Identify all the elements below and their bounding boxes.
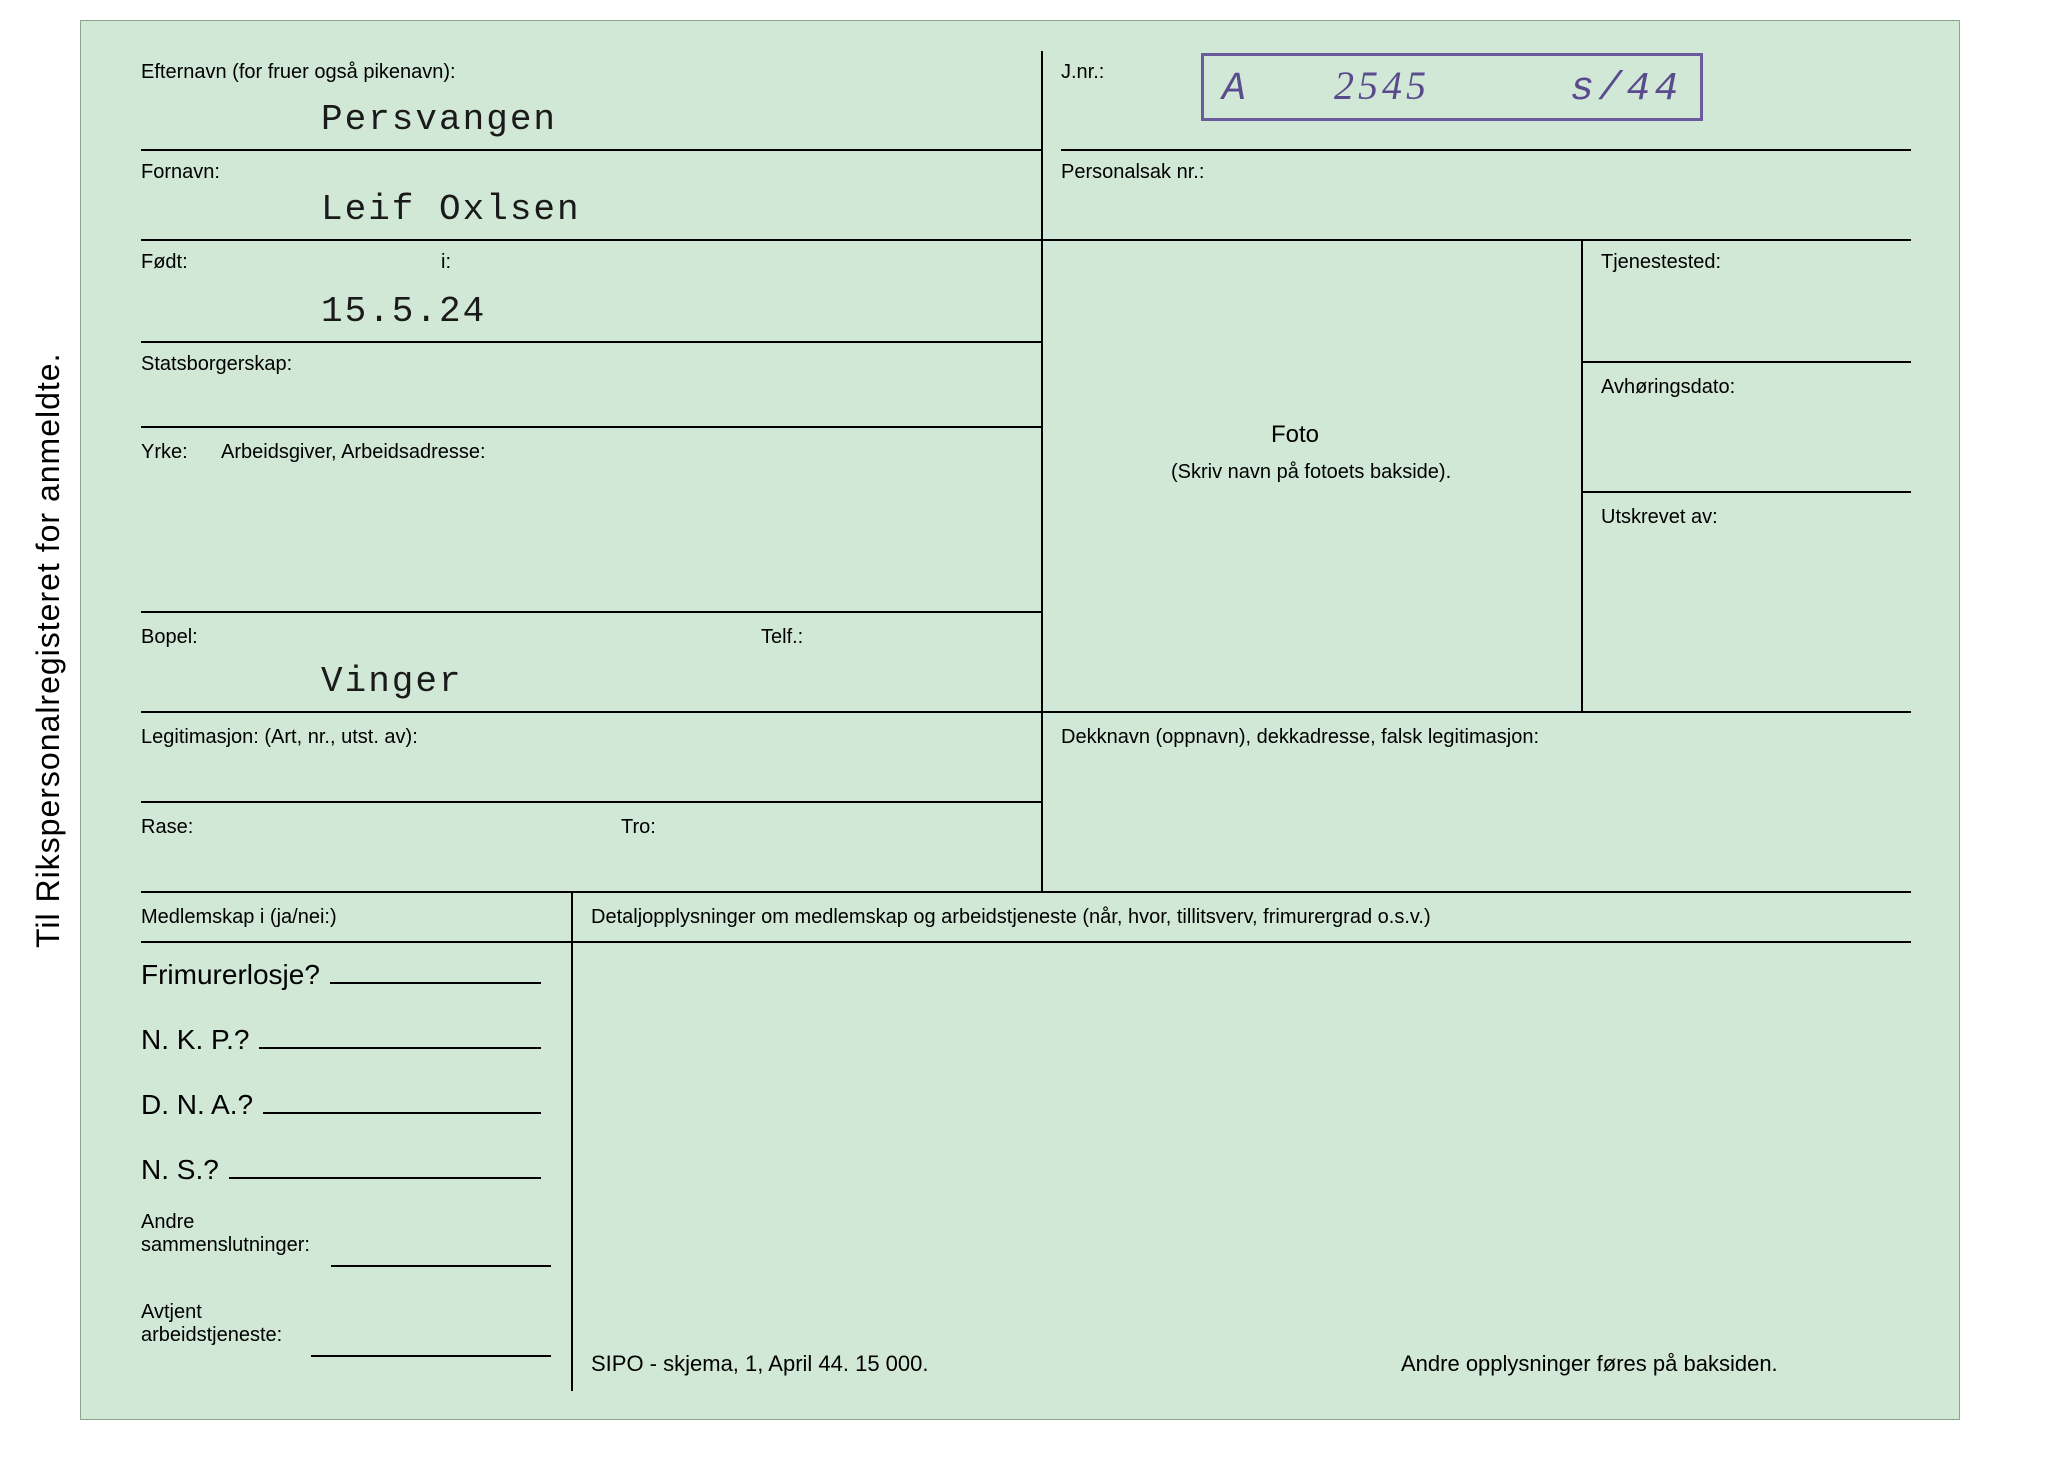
born-in-label: i:: [441, 251, 451, 274]
personalsak-underline: [1041, 239, 1911, 241]
surname-label: Efternavn (for fruer også pikenavn):: [141, 61, 456, 84]
vertical-sidebar-label: Til Rikspersonalregisteret for anmeldte.: [30, 200, 70, 1100]
employer-label: Arbeidsgiver, Arbeidsadresse:: [221, 441, 486, 464]
born-underline: [141, 341, 1041, 343]
footer-left: SIPO - skjema, 1, April 44. 15 000.: [591, 1351, 929, 1377]
stamp-left: A: [1222, 67, 1250, 112]
faith-label: Tro:: [621, 816, 656, 839]
membership-item-row: N. S.?: [141, 1151, 541, 1190]
citizenship-underline: [141, 426, 1041, 428]
membership-item-line: [259, 1021, 541, 1049]
membership-item-row: Frimurerlosje?: [141, 956, 541, 995]
membership-item-label: N. S.?: [141, 1154, 219, 1186]
membership-top-line: [141, 891, 1911, 893]
race-label: Rase:: [141, 816, 193, 839]
jnr-label: J.nr.:: [1061, 61, 1104, 84]
stamp-right: s/44: [1570, 67, 1682, 112]
born-label: Født:: [141, 251, 188, 274]
residence-underline: [141, 711, 1041, 713]
service-line: [311, 1329, 551, 1357]
residence-label: Bopel:: [141, 626, 198, 649]
id-label: Legitimasjon: (Art, nr., utst. av):: [141, 726, 418, 749]
membership-item-row: D. N. A.?: [141, 1086, 541, 1125]
avhoringsdato-underline: [1581, 491, 1911, 493]
occupation-label: Yrke:: [141, 441, 188, 464]
surname-value: Persvangen: [321, 99, 557, 140]
stamp-box: A 2545 s/44: [1201, 53, 1703, 121]
firstname-value: Leif Oxlsen: [321, 189, 581, 230]
tel-label: Telf.:: [761, 626, 803, 649]
citizenship-label: Statsborgerskap:: [141, 353, 292, 376]
surname-underline: [141, 149, 1041, 151]
personalsak-label: Personalsak nr.:: [1061, 161, 1204, 184]
membership-header: Medlemskap i (ja/nei:): [141, 906, 337, 929]
residence-value: Vinger: [321, 661, 463, 702]
membership-details-header: Detaljopplysninger om medlemskap og arbe…: [591, 906, 1431, 929]
other-assoc-line: [331, 1239, 551, 1267]
occupation-underline: [141, 611, 1041, 613]
foto-right-vdivider: [1581, 239, 1583, 711]
footer-right: Andre opplysninger føres på baksiden.: [1401, 1351, 1778, 1377]
membership-header-line: [141, 941, 571, 943]
dekknavn-label: Dekknavn (oppnavn), dekkadresse, falsk l…: [1061, 726, 1539, 749]
born-value: 15.5.24: [321, 291, 486, 332]
card-content: Efternavn (for fruer også pikenavn): Per…: [141, 51, 1919, 1389]
utskrevet-label: Utskrevet av:: [1601, 506, 1718, 529]
firstname-underline: [141, 239, 1041, 241]
stamp-mid: 2545: [1334, 63, 1430, 108]
membership-item-label: N. K. P.?: [141, 1024, 249, 1056]
registration-card: Efternavn (for fruer også pikenavn): Per…: [80, 20, 1960, 1420]
id-underline: [141, 801, 1041, 803]
membership-vdivider: [571, 891, 573, 1391]
tjenestested-underline: [1581, 361, 1911, 363]
foto-title: Foto: [1271, 421, 1319, 449]
main-vdivider: [1041, 51, 1043, 891]
avhoringsdato-label: Avhøringsdato:: [1601, 376, 1735, 399]
firstname-label: Fornavn:: [141, 161, 220, 184]
foto-subtitle: (Skriv navn på fotoets bakside).: [1171, 461, 1451, 484]
membership-item-line: [330, 956, 541, 984]
tjenestested-label: Tjenestested:: [1601, 251, 1721, 274]
foto-bottom-line: [1041, 711, 1911, 713]
membership-item-line: [229, 1151, 541, 1179]
membership-item-line: [263, 1086, 541, 1114]
membership-item-label: Frimurerlosje?: [141, 959, 320, 991]
membership-item-row: N. K. P.?: [141, 1021, 541, 1060]
membership-details-line: [571, 941, 1911, 943]
membership-item-label: D. N. A.?: [141, 1089, 253, 1121]
service-row: Avtjent arbeidstjeneste:: [141, 1301, 541, 1347]
jnr-underline: [1061, 149, 1911, 151]
other-assoc-row: Andre sammenslutninger:: [141, 1211, 541, 1257]
membership-items: Frimurerlosje? N. K. P.? D. N. A.? N. S.…: [141, 956, 541, 1216]
